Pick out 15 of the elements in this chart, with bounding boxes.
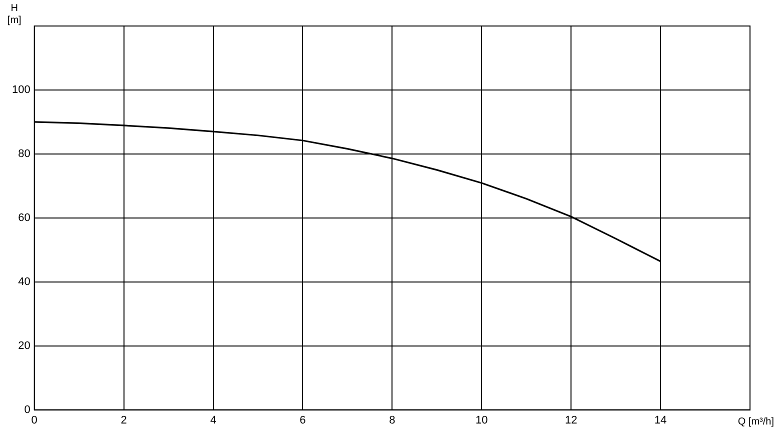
y-axis-title: H [m]: [7, 2, 22, 26]
x-tick-label: 2: [120, 414, 127, 426]
y-tick-label: 100: [12, 84, 30, 96]
y-tick-label: 20: [18, 340, 30, 352]
y-tick-label: 80: [18, 148, 30, 160]
x-axis-title: Q [m³/h]: [738, 416, 774, 428]
y-tick-label: 0: [24, 404, 30, 416]
x-tick-label: 4: [210, 414, 216, 426]
x-tick-label: 10: [476, 414, 488, 426]
x-tick-label: 14: [654, 414, 667, 426]
x-tick-label: 6: [300, 414, 306, 426]
y-tick-label: 40: [18, 276, 30, 288]
x-tick-label: 12: [564, 414, 578, 426]
x-tick-label: 8: [389, 414, 396, 426]
y-tick-label: 60: [18, 212, 30, 224]
